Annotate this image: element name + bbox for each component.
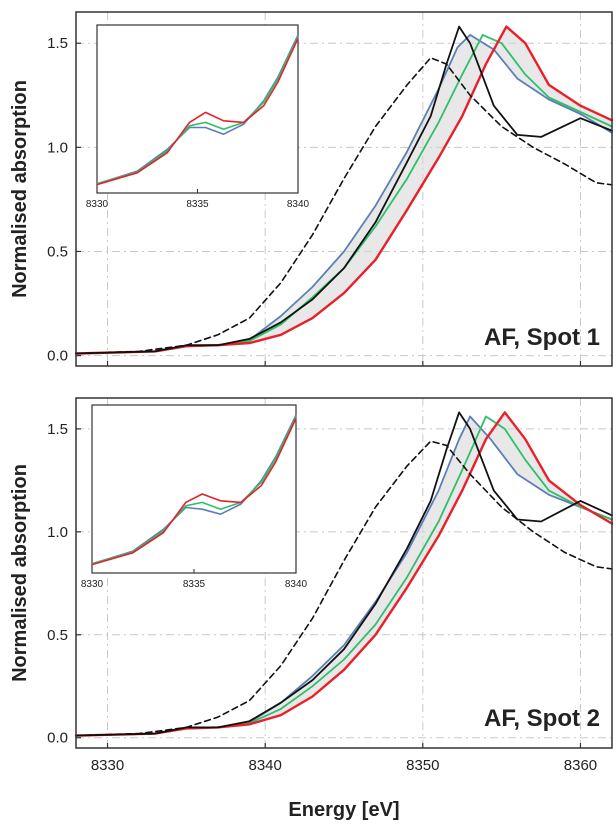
x-tick-label: 8360 xyxy=(564,757,597,774)
y-axis-label: Normalised absorption xyxy=(9,464,31,682)
plot-frame xyxy=(75,11,613,367)
inset-series-line-2 xyxy=(91,414,297,565)
series-line-4 xyxy=(75,440,613,737)
panel-label: AF, Spot 1 xyxy=(484,324,600,351)
series-line-3 xyxy=(75,411,613,737)
x-tick-label: 8330 xyxy=(91,757,124,774)
axis-ticks: 0.0 0.5 1.0 1.5 8330 8340 8350 8360 xyxy=(47,421,597,774)
series-line-3 xyxy=(75,25,613,355)
inset-x-tick-label: 8335 xyxy=(186,199,209,210)
y-tick-label: 0.0 xyxy=(47,730,68,747)
inset-chart: 8330 8335 8340 xyxy=(81,404,308,590)
inset-series-line-0 xyxy=(91,418,297,566)
panel-label: AF, Spot 2 xyxy=(484,705,600,732)
inset-series-line-0 xyxy=(96,38,299,186)
panel-spot-1: 0.0 0.5 1.0 1.5 8330 8335 8340 AF, Spot 1 Nor… xyxy=(9,11,614,367)
series-group xyxy=(74,25,614,355)
y-tick-label: 1.5 xyxy=(47,35,68,52)
shaded-band xyxy=(76,26,612,354)
y-tick-label: 0.5 xyxy=(47,243,68,260)
inset-background xyxy=(96,24,299,194)
inset-x-tick-label: 8330 xyxy=(81,579,104,590)
inset-series-line-1 xyxy=(96,36,299,185)
inset-series-group xyxy=(91,414,297,566)
inset-x-tick-label: 8335 xyxy=(183,579,206,590)
series-line-4 xyxy=(75,57,613,355)
series-group xyxy=(74,411,614,737)
y-tick-label: 1.0 xyxy=(47,524,68,541)
x-axis-label: Energy [eV] xyxy=(288,799,399,821)
spread-band xyxy=(76,26,612,354)
inset-chart: 8330 8335 8340 xyxy=(86,24,310,210)
panel-spot-2: 0.0 0.5 1.0 1.5 8330 8340 8350 8360 8330 8335 834… xyxy=(9,397,614,821)
y-tick-label: 0.0 xyxy=(47,348,68,365)
inset-series-group xyxy=(96,34,299,186)
plot-frame xyxy=(75,397,613,749)
y-tick-label: 1.0 xyxy=(47,139,68,156)
inset-series-line-1 xyxy=(91,416,297,565)
y-tick-label: 0.5 xyxy=(47,627,68,644)
y-axis-label: Normalised absorption xyxy=(9,80,31,298)
x-tick-label: 8340 xyxy=(248,757,281,774)
inset-series-line-2 xyxy=(96,34,299,185)
inset-axis-ticks: 8330 8335 8340 xyxy=(86,189,310,210)
inset-axis-ticks: 8330 8335 8340 xyxy=(81,569,308,590)
inset-x-tick-label: 8340 xyxy=(287,199,310,210)
inset-x-tick-label: 8340 xyxy=(285,579,308,590)
axis-ticks: 0.0 0.5 1.0 1.5 xyxy=(47,35,582,366)
inset-background xyxy=(91,404,297,574)
y-tick-label: 1.5 xyxy=(47,421,68,438)
inset-x-tick-label: 8330 xyxy=(86,199,109,210)
x-tick-label: 8350 xyxy=(406,757,439,774)
